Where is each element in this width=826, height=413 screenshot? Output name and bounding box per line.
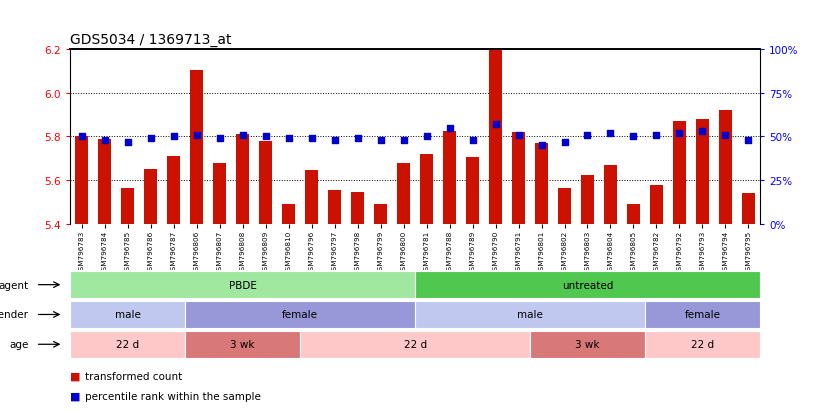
Bar: [535, 144, 548, 225]
Point: [673, 131, 686, 137]
Bar: [420, 154, 433, 225]
Bar: [627, 205, 640, 225]
Text: agent: agent: [0, 280, 29, 290]
Point: [259, 134, 273, 140]
Bar: [374, 205, 387, 225]
Point: [695, 128, 709, 135]
Bar: [328, 191, 341, 225]
Point: [397, 137, 411, 144]
Text: male: male: [517, 310, 543, 320]
Point: [627, 134, 640, 140]
Point: [466, 137, 479, 144]
Text: 22 d: 22 d: [116, 339, 140, 349]
Point: [236, 132, 249, 139]
Point: [719, 132, 732, 139]
Bar: [98, 139, 111, 225]
Text: age: age: [9, 339, 29, 349]
Bar: [645, 331, 760, 358]
Bar: [185, 301, 415, 328]
Point: [512, 132, 525, 139]
Bar: [650, 185, 662, 225]
Bar: [444, 132, 456, 225]
Text: ■: ■: [70, 391, 81, 401]
Text: 22 d: 22 d: [404, 339, 426, 349]
Bar: [530, 331, 645, 358]
Bar: [70, 331, 185, 358]
Text: percentile rank within the sample: percentile rank within the sample: [85, 391, 261, 401]
Bar: [512, 133, 525, 225]
Point: [167, 134, 180, 140]
Point: [742, 137, 755, 144]
Bar: [696, 120, 709, 225]
Point: [581, 132, 594, 139]
Point: [558, 139, 571, 146]
Bar: [604, 166, 617, 225]
Bar: [190, 70, 203, 225]
Text: female: female: [282, 310, 318, 320]
Point: [213, 135, 226, 142]
Point: [190, 132, 203, 139]
Text: untreated: untreated: [562, 280, 613, 290]
Text: transformed count: transformed count: [85, 371, 183, 381]
Point: [604, 131, 617, 137]
Bar: [415, 271, 760, 299]
Point: [75, 134, 88, 140]
Point: [374, 137, 387, 144]
Point: [650, 132, 663, 139]
Bar: [185, 331, 300, 358]
Bar: [673, 122, 686, 225]
Bar: [300, 331, 530, 358]
Text: male: male: [115, 310, 140, 320]
Bar: [645, 301, 760, 328]
Point: [328, 137, 341, 144]
Text: 22 d: 22 d: [691, 339, 714, 349]
Point: [121, 139, 135, 146]
Text: gender: gender: [0, 310, 29, 320]
Text: 3 wk: 3 wk: [575, 339, 600, 349]
Bar: [742, 194, 755, 225]
Point: [489, 121, 502, 128]
Point: [282, 135, 295, 142]
Bar: [282, 205, 295, 225]
Bar: [306, 171, 318, 225]
Bar: [259, 142, 272, 225]
Point: [535, 142, 548, 149]
Bar: [168, 157, 180, 225]
Bar: [489, 51, 502, 225]
Bar: [558, 189, 571, 225]
Point: [351, 135, 364, 142]
Text: 3 wk: 3 wk: [230, 339, 255, 349]
Bar: [415, 301, 645, 328]
Text: ■: ■: [70, 371, 81, 381]
Point: [420, 134, 433, 140]
Bar: [719, 111, 732, 225]
Bar: [70, 271, 415, 299]
Bar: [213, 164, 226, 225]
Text: GDS5034 / 1369713_at: GDS5034 / 1369713_at: [70, 33, 232, 47]
Text: PBDE: PBDE: [229, 280, 257, 290]
Bar: [121, 189, 134, 225]
Point: [443, 125, 456, 132]
Bar: [145, 170, 157, 225]
Bar: [397, 164, 410, 225]
Bar: [351, 193, 364, 225]
Bar: [236, 135, 249, 225]
Point: [98, 137, 112, 144]
Point: [144, 135, 157, 142]
Bar: [466, 158, 479, 225]
Bar: [582, 176, 594, 225]
Text: female: female: [685, 310, 720, 320]
Point: [305, 135, 318, 142]
Bar: [70, 301, 185, 328]
Bar: [75, 137, 88, 225]
